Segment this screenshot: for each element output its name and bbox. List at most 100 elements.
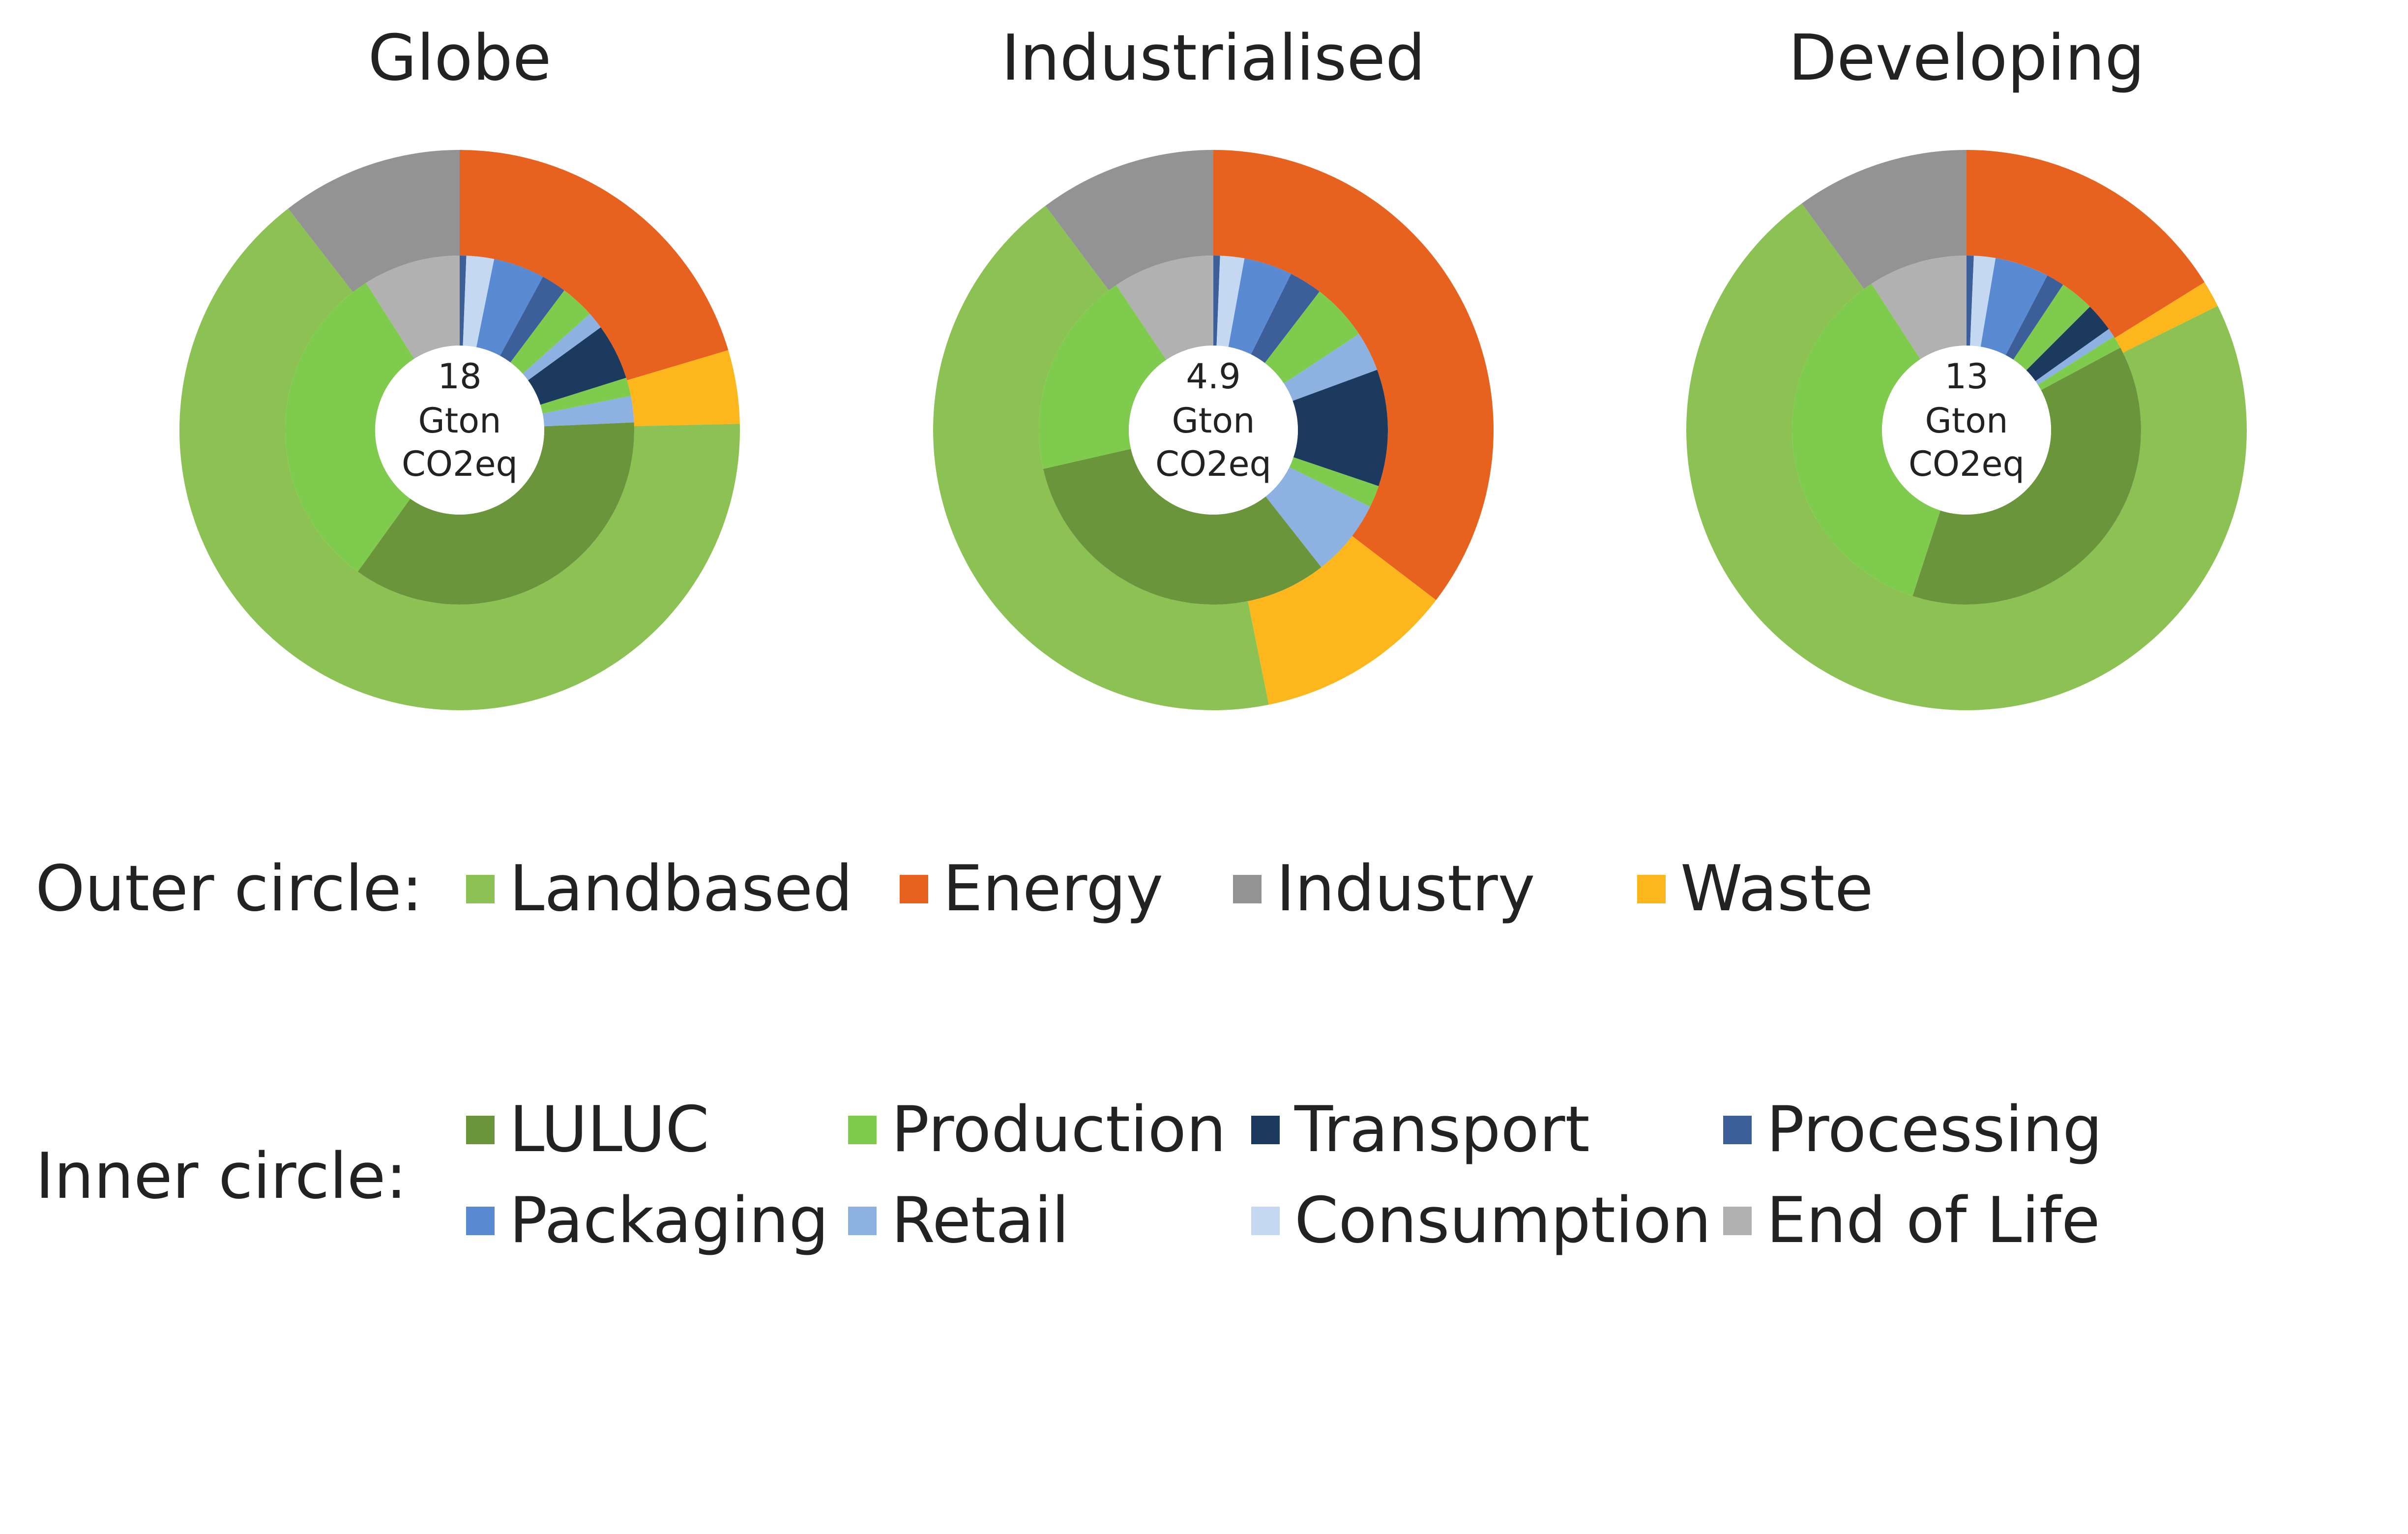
outer-slice-energy: [460, 150, 729, 380]
legend-label: Transport: [1294, 1093, 1590, 1166]
inner-slice-consumption: [1216, 256, 1245, 347]
inner-slice-processing: [1967, 256, 1974, 346]
legend-swatch: [1233, 875, 1262, 903]
donut-hole: [1882, 346, 2051, 515]
inner-slice-end-of-life: [1116, 256, 1213, 360]
legend-swatch: [900, 875, 928, 903]
inner-slice-production: [2013, 285, 2090, 371]
outer-slice-waste: [2114, 282, 2218, 353]
legend-item-consumption: Consumption: [1251, 1189, 1711, 1252]
legend-swatch: [466, 1116, 495, 1144]
legend-label: Consumption: [1294, 1184, 1711, 1257]
inner-slice-retail: [523, 314, 601, 380]
legend-label: Waste: [1680, 852, 1874, 926]
inner-slice-consumption: [463, 256, 495, 347]
inner-slice-production: [1264, 291, 1359, 384]
legend-item-energy: Energy: [900, 858, 1163, 921]
legend-swatch: [466, 1207, 495, 1235]
inner-slice-luluc: [1912, 347, 2141, 605]
center-label: CO2eq: [402, 444, 518, 484]
inner-slice-production: [540, 377, 631, 414]
donut-hole: [1129, 346, 1298, 515]
center-label: Gton: [1172, 401, 1255, 441]
legend-label: Landbased: [509, 852, 853, 926]
legend-item-packaging: Packaging: [466, 1189, 829, 1252]
legend-label: LULUC: [509, 1093, 709, 1166]
legend-swatch: [1251, 1207, 1280, 1235]
center-label: Gton: [1925, 401, 2008, 441]
inner-slice-packaging: [476, 259, 543, 356]
center-label: Gton: [418, 401, 501, 441]
inner-slice-processing: [1251, 274, 1320, 363]
legend-swatch: [1251, 1116, 1280, 1144]
legend-label: Energy: [943, 852, 1164, 926]
inner-slice-end-of-life: [1871, 256, 1967, 359]
inner-slice-production: [510, 290, 590, 374]
outer-slice-industry: [1045, 150, 1213, 290]
chart-title: Developing: [1789, 22, 2145, 95]
outer-slice-landbased: [933, 205, 1269, 711]
inner-slice-packaging: [1228, 258, 1292, 355]
inner-slice-processing: [500, 277, 564, 363]
inner-slice-retail: [1284, 334, 1378, 401]
legend-swatch: [848, 1207, 877, 1235]
outer-slice-energy: [1213, 150, 1494, 600]
center-label: CO2eq: [1909, 444, 2025, 484]
legend-outer-title: Outer circle:: [35, 852, 423, 926]
legend-item-production: Production: [848, 1099, 1226, 1161]
donut-charts: Globe18GtonCO2eqIndustrialised4.9GtonCO2…: [179, 22, 2247, 711]
chart-title: Industrialised: [1001, 22, 1426, 95]
inner-slice-transport: [528, 327, 626, 405]
inner-slice-retail: [1265, 467, 1370, 567]
inner-slice-luluc: [1043, 449, 1321, 605]
legend-label: Industry: [1276, 852, 1535, 926]
legend-item-luluc: LULUC: [466, 1099, 709, 1161]
donut-hole: [375, 346, 544, 515]
legend-item-waste: Waste: [1637, 858, 1873, 921]
inner-slice-production: [1289, 457, 1379, 507]
legend-swatch: [1723, 1207, 1752, 1235]
center-label: 4.9: [1186, 356, 1240, 397]
legend-item-processing: Processing: [1723, 1099, 2103, 1161]
legend-item-end-of-life: End of Life: [1723, 1189, 2100, 1252]
legend-item-industry: Industry: [1233, 858, 1535, 921]
inner-slice-consumption: [1970, 256, 1996, 347]
center-label: 13: [1944, 356, 1988, 397]
outer-slice-landbased: [179, 208, 740, 711]
outer-slice-waste: [1248, 536, 1437, 705]
legend-item-transport: Transport: [1251, 1099, 1590, 1161]
legend-swatch: [1637, 875, 1666, 903]
legend-swatch: [466, 875, 495, 903]
inner-slice-luluc: [357, 422, 634, 605]
inner-slice-production: [1039, 285, 1167, 469]
inner-slice-retail: [2035, 329, 2114, 385]
outer-slice-landbased: [1686, 203, 2247, 711]
center-label: 18: [438, 356, 481, 397]
outer-slice-industry: [288, 150, 460, 292]
inner-slice-processing: [1213, 256, 1220, 346]
inner-slice-transport: [1292, 370, 1388, 487]
inner-slice-production: [285, 283, 414, 572]
legend-swatch: [848, 1116, 877, 1144]
legend-inner-title: Inner circle:: [35, 1140, 407, 1213]
inner-slice-processing: [2005, 275, 2063, 360]
inner-slice-end-of-life: [366, 256, 460, 359]
inner-slice-transport: [2026, 306, 2109, 381]
legend-label: Packaging: [509, 1184, 829, 1257]
outer-slice-waste: [627, 350, 740, 427]
legend-label: End of Life: [1766, 1184, 2100, 1257]
inner-slice-production: [1792, 284, 1940, 596]
legend-label: Production: [891, 1093, 1226, 1166]
inner-slice-retail: [542, 396, 634, 427]
chart-title: Globe: [368, 22, 551, 95]
legend-swatch: [1723, 1116, 1752, 1144]
inner-slice-processing: [460, 256, 467, 346]
legend-label: Retail: [891, 1184, 1069, 1257]
inner-slice-packaging: [1980, 258, 2048, 355]
outer-slice-industry: [1801, 150, 1967, 289]
legend-item-retail: Retail: [848, 1189, 1069, 1252]
center-label: CO2eq: [1155, 444, 1271, 484]
legend-item-landbased: Landbased: [466, 858, 853, 921]
outer-slice-energy: [1967, 150, 2205, 338]
